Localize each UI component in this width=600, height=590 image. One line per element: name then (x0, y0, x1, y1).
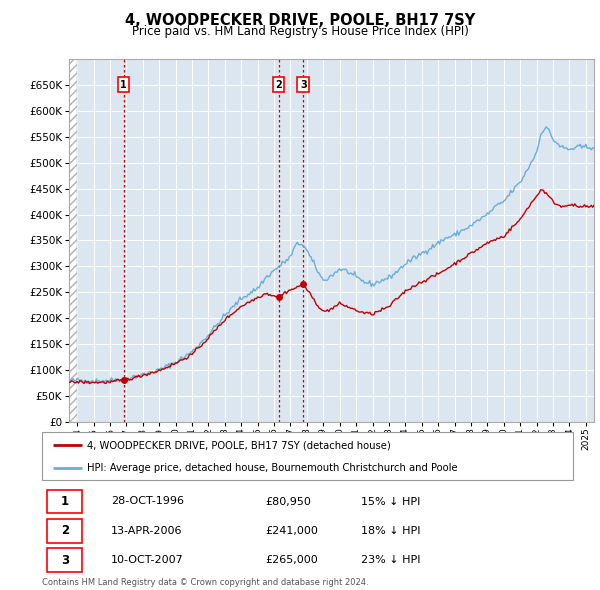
Text: 4, WOODPECKER DRIVE, POOLE, BH17 7SY (detached house): 4, WOODPECKER DRIVE, POOLE, BH17 7SY (de… (87, 440, 391, 450)
Text: £241,000: £241,000 (265, 526, 318, 536)
Text: £265,000: £265,000 (265, 555, 318, 565)
Text: Contains HM Land Registry data © Crown copyright and database right 2024.: Contains HM Land Registry data © Crown c… (42, 578, 368, 586)
Text: 3: 3 (61, 553, 69, 566)
Text: 2: 2 (275, 80, 282, 90)
Text: 2: 2 (61, 525, 69, 537)
Text: 18% ↓ HPI: 18% ↓ HPI (361, 526, 420, 536)
Text: HPI: Average price, detached house, Bournemouth Christchurch and Poole: HPI: Average price, detached house, Bour… (87, 463, 458, 473)
Text: 3: 3 (300, 80, 307, 90)
Text: 13-APR-2006: 13-APR-2006 (111, 526, 182, 536)
Text: Price paid vs. HM Land Registry's House Price Index (HPI): Price paid vs. HM Land Registry's House … (131, 25, 469, 38)
Bar (47, 490, 82, 513)
Text: £80,950: £80,950 (265, 497, 311, 506)
Text: 10-OCT-2007: 10-OCT-2007 (111, 555, 184, 565)
Text: 15% ↓ HPI: 15% ↓ HPI (361, 497, 420, 506)
Text: 28-OCT-1996: 28-OCT-1996 (111, 497, 184, 506)
Text: 1: 1 (61, 495, 69, 508)
Bar (47, 548, 82, 572)
Text: 23% ↓ HPI: 23% ↓ HPI (361, 555, 420, 565)
Text: 1: 1 (120, 80, 127, 90)
Text: 4, WOODPECKER DRIVE, POOLE, BH17 7SY: 4, WOODPECKER DRIVE, POOLE, BH17 7SY (125, 13, 475, 28)
Bar (47, 519, 82, 543)
